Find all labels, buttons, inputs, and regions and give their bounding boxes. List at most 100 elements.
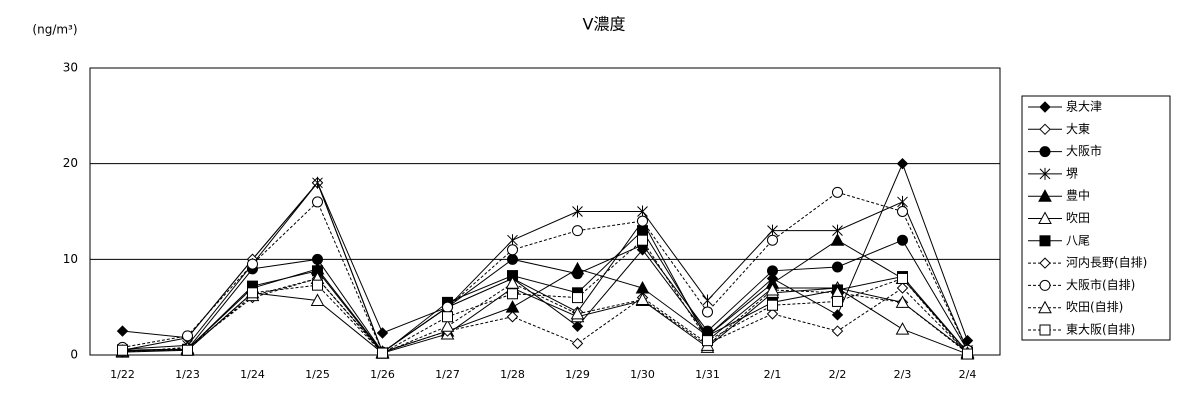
- data-point: [896, 157, 909, 170]
- legend-label: 堺: [1066, 166, 1078, 180]
- series-line: [122, 277, 968, 354]
- legend-marker: [1039, 123, 1051, 136]
- series-line: [122, 287, 968, 355]
- data-point: [767, 299, 778, 311]
- data-point: [571, 320, 584, 333]
- legend-label: 泉大津: [1066, 100, 1102, 114]
- y-tick-label: 20: [63, 156, 78, 170]
- legend-marker: [1039, 146, 1051, 158]
- data-point: [895, 322, 910, 335]
- data-point: [962, 348, 973, 360]
- data-point: [442, 301, 453, 313]
- data-point: [572, 225, 583, 237]
- data-point: [507, 288, 518, 300]
- series-line: [122, 239, 968, 353]
- data-point: [116, 325, 129, 337]
- data-point: [310, 293, 325, 306]
- legend-marker: [1039, 257, 1051, 269]
- x-tick-label: 1/30: [630, 368, 655, 381]
- data-point: [702, 306, 713, 318]
- x-tick-label: 1/31: [695, 368, 720, 381]
- y-tick-label: 10: [63, 252, 78, 266]
- data-point: [767, 265, 778, 277]
- x-tick-label: 1/26: [370, 368, 395, 381]
- data-point: [831, 325, 844, 337]
- y-axis-label: (ng/m³): [32, 23, 77, 37]
- data-point: [506, 311, 519, 323]
- data-point: [830, 233, 845, 246]
- chart-title: V濃度: [583, 15, 626, 34]
- data-point: [117, 344, 128, 356]
- x-tick-label: 1/24: [240, 368, 265, 381]
- data-point: [507, 234, 518, 247]
- data-point: [832, 261, 843, 273]
- legend-marker: [1038, 211, 1052, 224]
- legend-marker: [1039, 167, 1051, 180]
- data-point: [832, 295, 843, 307]
- data-point: [767, 234, 778, 246]
- x-tick-label: 2/3: [894, 368, 912, 381]
- legend-label: 大東: [1066, 122, 1090, 136]
- data-point: [442, 311, 453, 323]
- legend-label: 吹田(自排): [1066, 300, 1123, 314]
- data-point: [505, 276, 520, 289]
- data-point: [571, 337, 584, 350]
- data-point: [505, 300, 520, 313]
- data-point: [377, 347, 388, 359]
- data-point: [765, 282, 780, 296]
- x-tick-label: 1/25: [305, 368, 330, 381]
- legend-marker: [1038, 300, 1052, 314]
- data-point: [376, 327, 389, 339]
- legend-label: 吹田: [1066, 211, 1090, 225]
- data-point: [832, 186, 843, 198]
- data-point: [572, 205, 583, 218]
- data-point: [182, 344, 193, 356]
- legend-label: 八尾: [1066, 233, 1090, 247]
- data-point: [702, 294, 713, 307]
- series-line: [122, 181, 968, 353]
- legend-label: 大阪市(自排): [1066, 277, 1135, 292]
- data-point: [635, 292, 650, 306]
- data-point: [507, 253, 518, 265]
- data-point: [831, 309, 844, 321]
- legend-marker: [1038, 189, 1052, 202]
- data-point: [895, 295, 910, 308]
- series-line: [122, 239, 968, 355]
- y-tick-label: 0: [70, 348, 78, 362]
- data-point: [247, 258, 258, 270]
- legend-marker: [1039, 279, 1051, 291]
- data-point: [182, 330, 193, 342]
- legend-marker: [1039, 324, 1051, 336]
- y-tick-label: 30: [63, 61, 78, 75]
- data-point: [570, 261, 585, 275]
- x-tick-label: 1/27: [435, 368, 460, 381]
- legend-label: 大阪市: [1066, 143, 1102, 158]
- x-tick-label: 2/1: [764, 368, 782, 381]
- data-point: [570, 306, 585, 320]
- data-point: [637, 225, 648, 237]
- data-point: [897, 272, 908, 284]
- data-point: [897, 234, 908, 246]
- x-tick-label: 1/22: [110, 368, 135, 381]
- data-point: [897, 195, 908, 208]
- legend-marker: [1039, 101, 1051, 113]
- series-line: [122, 191, 968, 353]
- data-point: [896, 282, 909, 294]
- data-point: [637, 215, 648, 227]
- data-point: [702, 335, 713, 347]
- legend-label: 豊中: [1066, 188, 1090, 203]
- data-point: [312, 279, 323, 291]
- x-tick-label: 1/29: [565, 368, 590, 381]
- data-point: [766, 308, 779, 320]
- legend-label: 河内長野(自排): [1066, 256, 1147, 270]
- data-point: [507, 244, 518, 256]
- data-point: [767, 224, 778, 237]
- data-point: [440, 319, 455, 332]
- data-point: [312, 196, 323, 208]
- legend-label: 東大阪(自排): [1066, 323, 1135, 337]
- data-point: [637, 234, 648, 246]
- data-point: [312, 176, 323, 189]
- data-point: [897, 206, 908, 217]
- x-tick-label: 1/23: [175, 368, 200, 381]
